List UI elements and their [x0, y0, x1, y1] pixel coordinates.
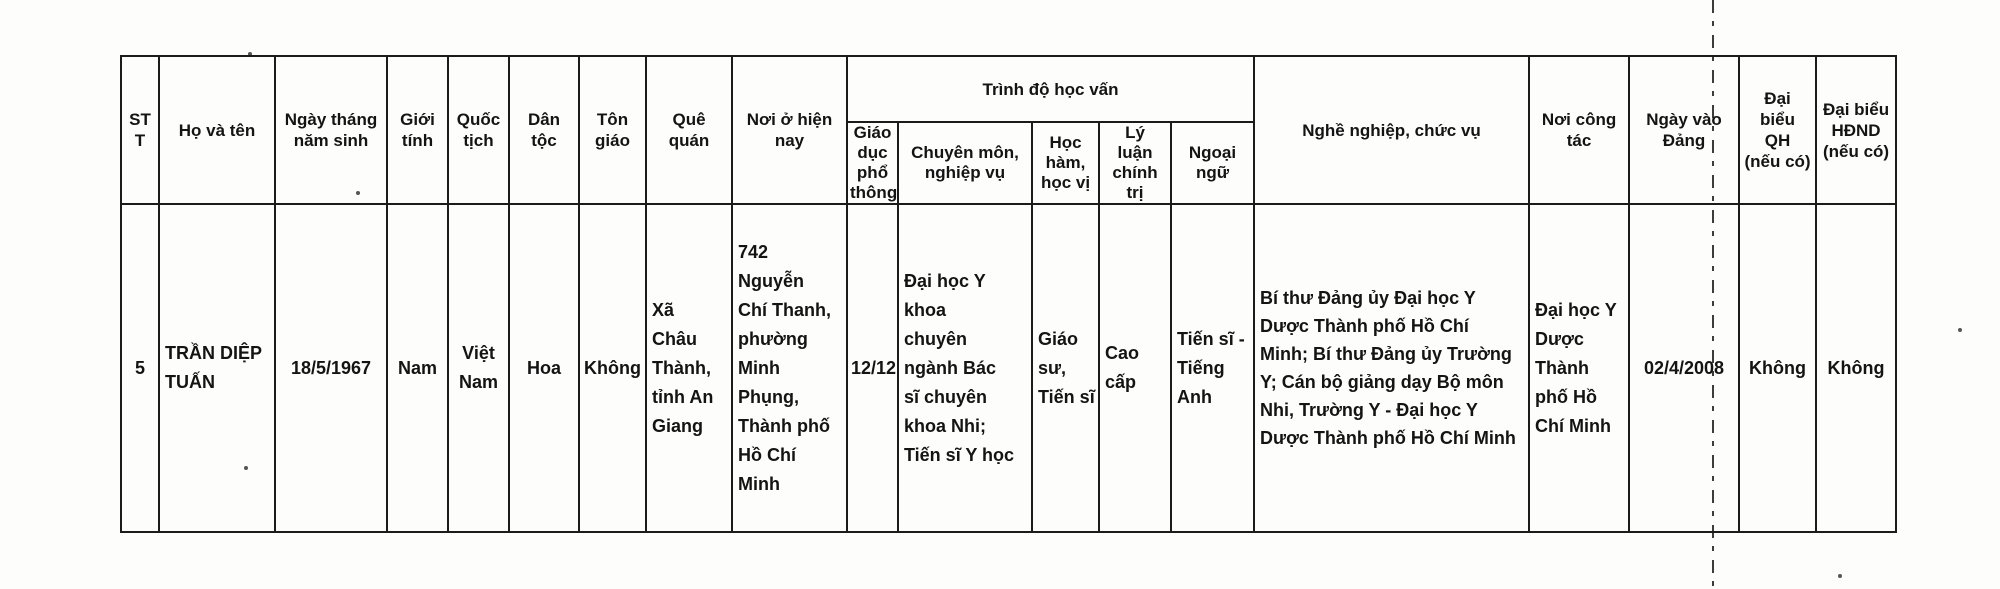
- header-dai-bieu-hdnd: Đại biểu HĐND (nếu có): [1815, 55, 1898, 205]
- header-stt: ST T: [120, 55, 160, 205]
- cell-ho-va-ten: TRẦN DIỆP TUẤN: [158, 203, 276, 533]
- cell-ngoai-ngu: Tiến sĩ - Tiếng Anh: [1169, 203, 1256, 533]
- cell-dai-bieu-hdnd: Không: [1815, 203, 1898, 533]
- cell-noi-cong-tac: Đại học Y Dược Thành phố Hồ Chí Minh: [1528, 203, 1631, 533]
- cell-ngay-thang-nam-sinh: 18/5/1967: [274, 203, 388, 533]
- header-que-quan: Quê quán: [645, 55, 733, 205]
- header-group-trinh-do-hoc-van: Trình độ học vấn: [845, 55, 1256, 123]
- cell-noi-o-hien-nay: 742 Nguyễn Chí Thanh, phường Minh Phụng,…: [731, 203, 848, 533]
- subheader-ly-luan-chinh-tri: Lý luận chính trị: [1098, 121, 1172, 205]
- subheader-ngoai-ngu: Ngoại ngữ: [1169, 121, 1256, 205]
- cell-giao-duc-pho-thong: 12/12: [846, 203, 899, 533]
- header-ho-va-ten: Họ và tên: [158, 55, 276, 205]
- header-ngay-vao-dang: Ngày vào Đảng: [1628, 55, 1741, 205]
- header-noi-cong-tac: Nơi công tác: [1528, 55, 1631, 205]
- header-ngay-thang-nam-sinh: Ngày tháng năm sinh: [274, 55, 388, 205]
- cell-gioi-tinh: Nam: [386, 203, 449, 533]
- cell-nghe-nghiep-chuc-vu: Bí thư Đảng ủy Đại học Y Dược Thành phố …: [1253, 203, 1531, 533]
- cell-ngay-vao-dang: 02/4/2008: [1628, 203, 1741, 533]
- delegate-info-table: ST T Họ và tên Ngày tháng năm sinh Giới …: [120, 55, 1898, 533]
- header-gioi-tinh: Giới tính: [386, 55, 449, 205]
- scan-speck: [1958, 328, 1962, 332]
- header-noi-o-hien-nay: Nơi ở hiện nay: [731, 55, 848, 205]
- scan-speck: [248, 52, 252, 56]
- fold-line-artifact: [1712, 0, 1714, 589]
- subheader-giao-duc-pho-thong: Giáo dục phổ thông: [846, 121, 899, 205]
- header-ton-giao: Tôn giáo: [578, 55, 647, 205]
- table-row: 5 TRẦN DIỆP TUẤN 18/5/1967 Nam Việt Nam …: [120, 203, 1898, 533]
- cell-que-quan: Xã Châu Thành, tỉnh An Giang: [645, 203, 733, 533]
- header-dan-toc: Dân tộc: [508, 55, 580, 205]
- cell-dai-bieu-qh: Không: [1738, 203, 1818, 533]
- cell-ly-luan-chinh-tri: Cao cấp: [1098, 203, 1172, 533]
- cell-ton-giao: Không: [578, 203, 647, 533]
- subheader-chuyen-mon-nghiep-vu: Chuyên môn, nghiệp vụ: [897, 121, 1033, 205]
- cell-dan-toc: Hoa: [508, 203, 580, 533]
- cell-chuyen-mon-nghiep-vu: Đại học Y khoa chuyên ngành Bác sĩ chuyê…: [897, 203, 1033, 533]
- scan-speck: [1838, 574, 1842, 578]
- header-dai-bieu-qh: Đại biểu QH (nếu có): [1738, 55, 1818, 205]
- cell-quoc-tich: Việt Nam: [447, 203, 510, 533]
- header-quoc-tich: Quốc tịch: [447, 55, 510, 205]
- cell-stt: 5: [120, 203, 160, 533]
- header-nghe-nghiep-chuc-vu: Nghề nghiệp, chức vụ: [1253, 55, 1531, 205]
- cell-hoc-ham-hoc-vi: Giáo sư, Tiến sĩ: [1031, 203, 1100, 533]
- subheader-hoc-ham-hoc-vi: Học hàm, học vị: [1031, 121, 1100, 205]
